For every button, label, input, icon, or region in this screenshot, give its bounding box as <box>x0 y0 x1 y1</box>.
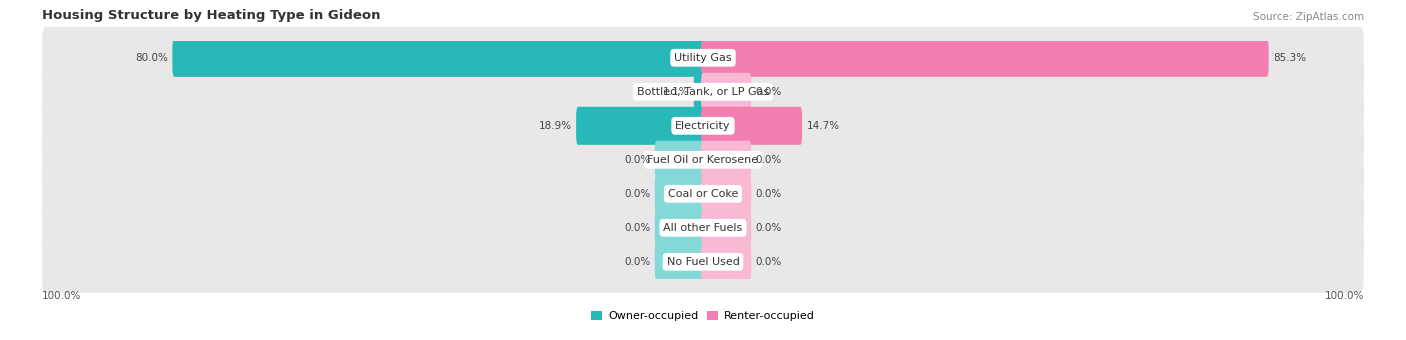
Text: Bottled, Tank, or LP Gas: Bottled, Tank, or LP Gas <box>637 87 769 97</box>
FancyBboxPatch shape <box>702 107 801 145</box>
FancyBboxPatch shape <box>42 231 1364 293</box>
FancyBboxPatch shape <box>702 175 751 213</box>
FancyBboxPatch shape <box>173 39 704 77</box>
Text: No Fuel Used: No Fuel Used <box>666 257 740 267</box>
Text: 18.9%: 18.9% <box>538 121 571 131</box>
Text: 0.0%: 0.0% <box>756 223 782 233</box>
FancyBboxPatch shape <box>42 95 1364 157</box>
FancyBboxPatch shape <box>42 61 1364 123</box>
FancyBboxPatch shape <box>655 175 704 213</box>
Text: 1.1%: 1.1% <box>662 87 689 97</box>
FancyBboxPatch shape <box>655 209 704 247</box>
Text: 0.0%: 0.0% <box>756 257 782 267</box>
Text: Fuel Oil or Kerosene: Fuel Oil or Kerosene <box>647 155 759 165</box>
FancyBboxPatch shape <box>42 129 1364 191</box>
Text: Housing Structure by Heating Type in Gideon: Housing Structure by Heating Type in Gid… <box>42 9 381 22</box>
Text: Source: ZipAtlas.com: Source: ZipAtlas.com <box>1253 12 1364 22</box>
Text: Coal or Coke: Coal or Coke <box>668 189 738 199</box>
Text: 0.0%: 0.0% <box>756 189 782 199</box>
Text: 0.0%: 0.0% <box>624 223 650 233</box>
Text: 85.3%: 85.3% <box>1274 53 1306 63</box>
Text: 0.0%: 0.0% <box>624 257 650 267</box>
Text: 0.0%: 0.0% <box>756 155 782 165</box>
Text: Electricity: Electricity <box>675 121 731 131</box>
Legend: Owner-occupied, Renter-occupied: Owner-occupied, Renter-occupied <box>586 306 820 326</box>
Text: 100.0%: 100.0% <box>42 291 82 301</box>
FancyBboxPatch shape <box>702 243 751 281</box>
FancyBboxPatch shape <box>655 141 704 179</box>
Text: 0.0%: 0.0% <box>756 87 782 97</box>
FancyBboxPatch shape <box>576 107 704 145</box>
Text: All other Fuels: All other Fuels <box>664 223 742 233</box>
FancyBboxPatch shape <box>42 197 1364 259</box>
FancyBboxPatch shape <box>42 27 1364 89</box>
Text: 0.0%: 0.0% <box>624 155 650 165</box>
Text: 100.0%: 100.0% <box>1324 291 1364 301</box>
Text: Utility Gas: Utility Gas <box>675 53 731 63</box>
FancyBboxPatch shape <box>702 209 751 247</box>
Text: 0.0%: 0.0% <box>624 189 650 199</box>
FancyBboxPatch shape <box>655 243 704 281</box>
FancyBboxPatch shape <box>702 73 751 111</box>
Text: 14.7%: 14.7% <box>807 121 839 131</box>
FancyBboxPatch shape <box>42 163 1364 225</box>
Text: 80.0%: 80.0% <box>135 53 167 63</box>
FancyBboxPatch shape <box>702 141 751 179</box>
FancyBboxPatch shape <box>693 73 704 111</box>
FancyBboxPatch shape <box>702 39 1268 77</box>
